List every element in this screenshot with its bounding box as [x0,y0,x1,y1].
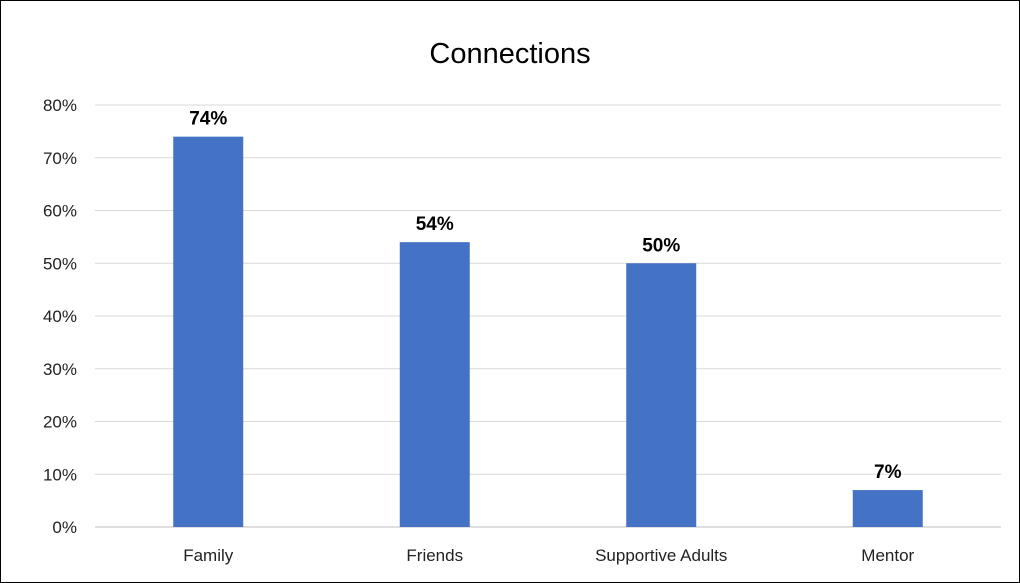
y-tick-label: 0% [52,518,77,537]
y-tick-label: 40% [43,307,77,326]
y-tick-label: 30% [43,360,77,379]
bars [173,136,923,527]
x-tick-label: Friends [406,546,463,565]
bar-family [173,136,244,527]
x-tick-label: Supportive Adults [595,546,727,565]
data-label: 54% [416,214,454,235]
bar-mentor [852,490,923,527]
chart-title: Connections [429,38,590,70]
y-axis-ticks: 0% 10% 20% 30% 40% 50% 60% 70% 80% [43,96,77,537]
data-label: 50% [642,235,680,256]
y-tick-label: 10% [43,465,77,484]
bar-supportive-adults [626,263,697,527]
data-label: 74% [189,109,227,130]
y-tick-label: 70% [43,149,77,168]
x-tick-label: Mentor [861,546,914,565]
y-tick-label: 60% [43,202,77,221]
y-tick-label: 20% [43,413,77,432]
y-tick-label: 50% [43,254,77,273]
x-axis-ticks: Family Friends Supportive Adults Mentor [183,546,914,565]
y-tick-label: 80% [43,96,77,115]
data-label: 7% [874,462,902,483]
data-labels: 74% 54% 50% 7% [189,109,901,483]
x-tick-label: Family [183,546,234,565]
gridlines [95,104,1001,528]
bar-friends [399,242,470,527]
